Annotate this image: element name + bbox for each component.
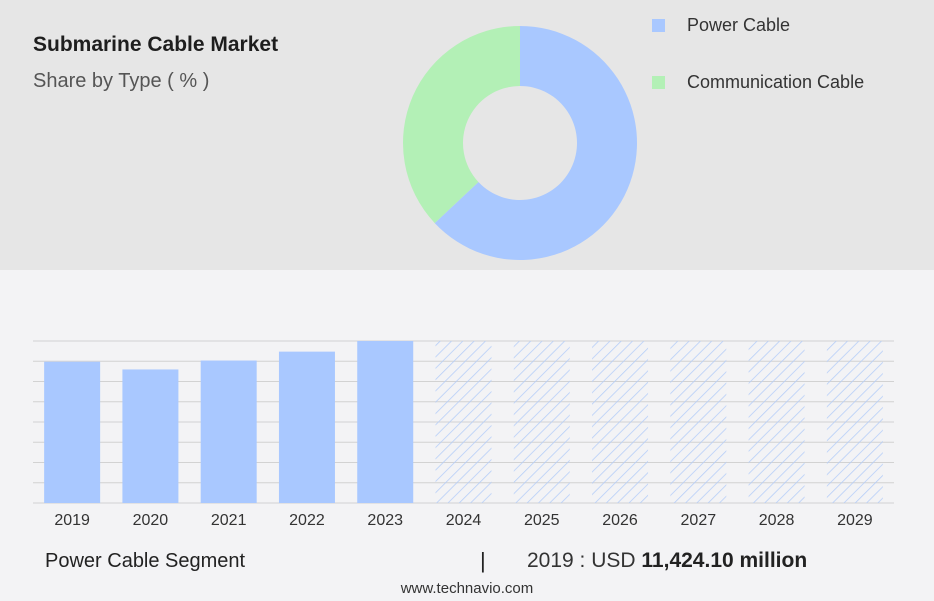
legend-swatch-power-cable <box>652 18 665 32</box>
chart-subtitle: Share by Type ( % ) <box>33 70 210 92</box>
donut-slice-power-cable <box>434 26 637 260</box>
website-link[interactable]: www.technavio.com <box>400 580 534 597</box>
forecast-bar-2026 <box>592 341 649 503</box>
forecast-bar-2029 <box>826 341 883 503</box>
x-tick-label-2023: 2023 <box>367 512 403 529</box>
x-tick-label-2028: 2028 <box>759 512 795 529</box>
x-tick-label-2025: 2025 <box>524 512 560 529</box>
forecast-bar-2028 <box>748 341 805 503</box>
bar-2023 <box>357 341 414 503</box>
bar-2019 <box>44 361 101 503</box>
donut-chart <box>403 26 637 260</box>
x-tick-label-2021: 2021 <box>211 512 247 529</box>
bar-2021 <box>200 360 257 503</box>
legend-label-power-cable: Power Cable <box>687 14 791 35</box>
segment-label: Power Cable Segment <box>45 550 246 572</box>
x-tick-label-2029: 2029 <box>837 512 873 529</box>
x-tick-label-2024: 2024 <box>446 512 482 529</box>
x-tick-label-2020: 2020 <box>133 512 169 529</box>
x-tick-label-2026: 2026 <box>602 512 638 529</box>
bar-2020 <box>122 369 179 503</box>
segment-value-prefix: 2019 : USD <box>527 549 642 572</box>
chart-title: Submarine Cable Market <box>33 33 279 56</box>
donut-slice-communication-cable <box>403 26 520 224</box>
forecast-bar-2025 <box>513 341 570 503</box>
legend-item-power-cable: Power Cable <box>652 15 790 35</box>
segment-value-amount: 11,424.10 million <box>641 549 808 572</box>
bar-chart: 2019 2020 2021 2022 2023 2024 2025 2026 2027 2028… <box>33 340 894 529</box>
legend-label-communication-cable: Communication Cable <box>687 71 865 92</box>
segment-value: 2019 : USD 11,424.10 million <box>527 549 807 573</box>
x-tick-label-2019: 2019 <box>54 512 90 529</box>
footer-separator: | <box>480 548 486 573</box>
forecast-bar-2024 <box>435 341 492 503</box>
legend-swatch-communication-cable <box>652 75 665 89</box>
forecast-bar-2027 <box>670 341 727 503</box>
x-tick-label-2027: 2027 <box>681 512 717 529</box>
bar-2022 <box>278 351 335 503</box>
x-tick-label-2022: 2022 <box>289 512 325 529</box>
legend-item-communication-cable: Communication Cable <box>652 72 864 92</box>
